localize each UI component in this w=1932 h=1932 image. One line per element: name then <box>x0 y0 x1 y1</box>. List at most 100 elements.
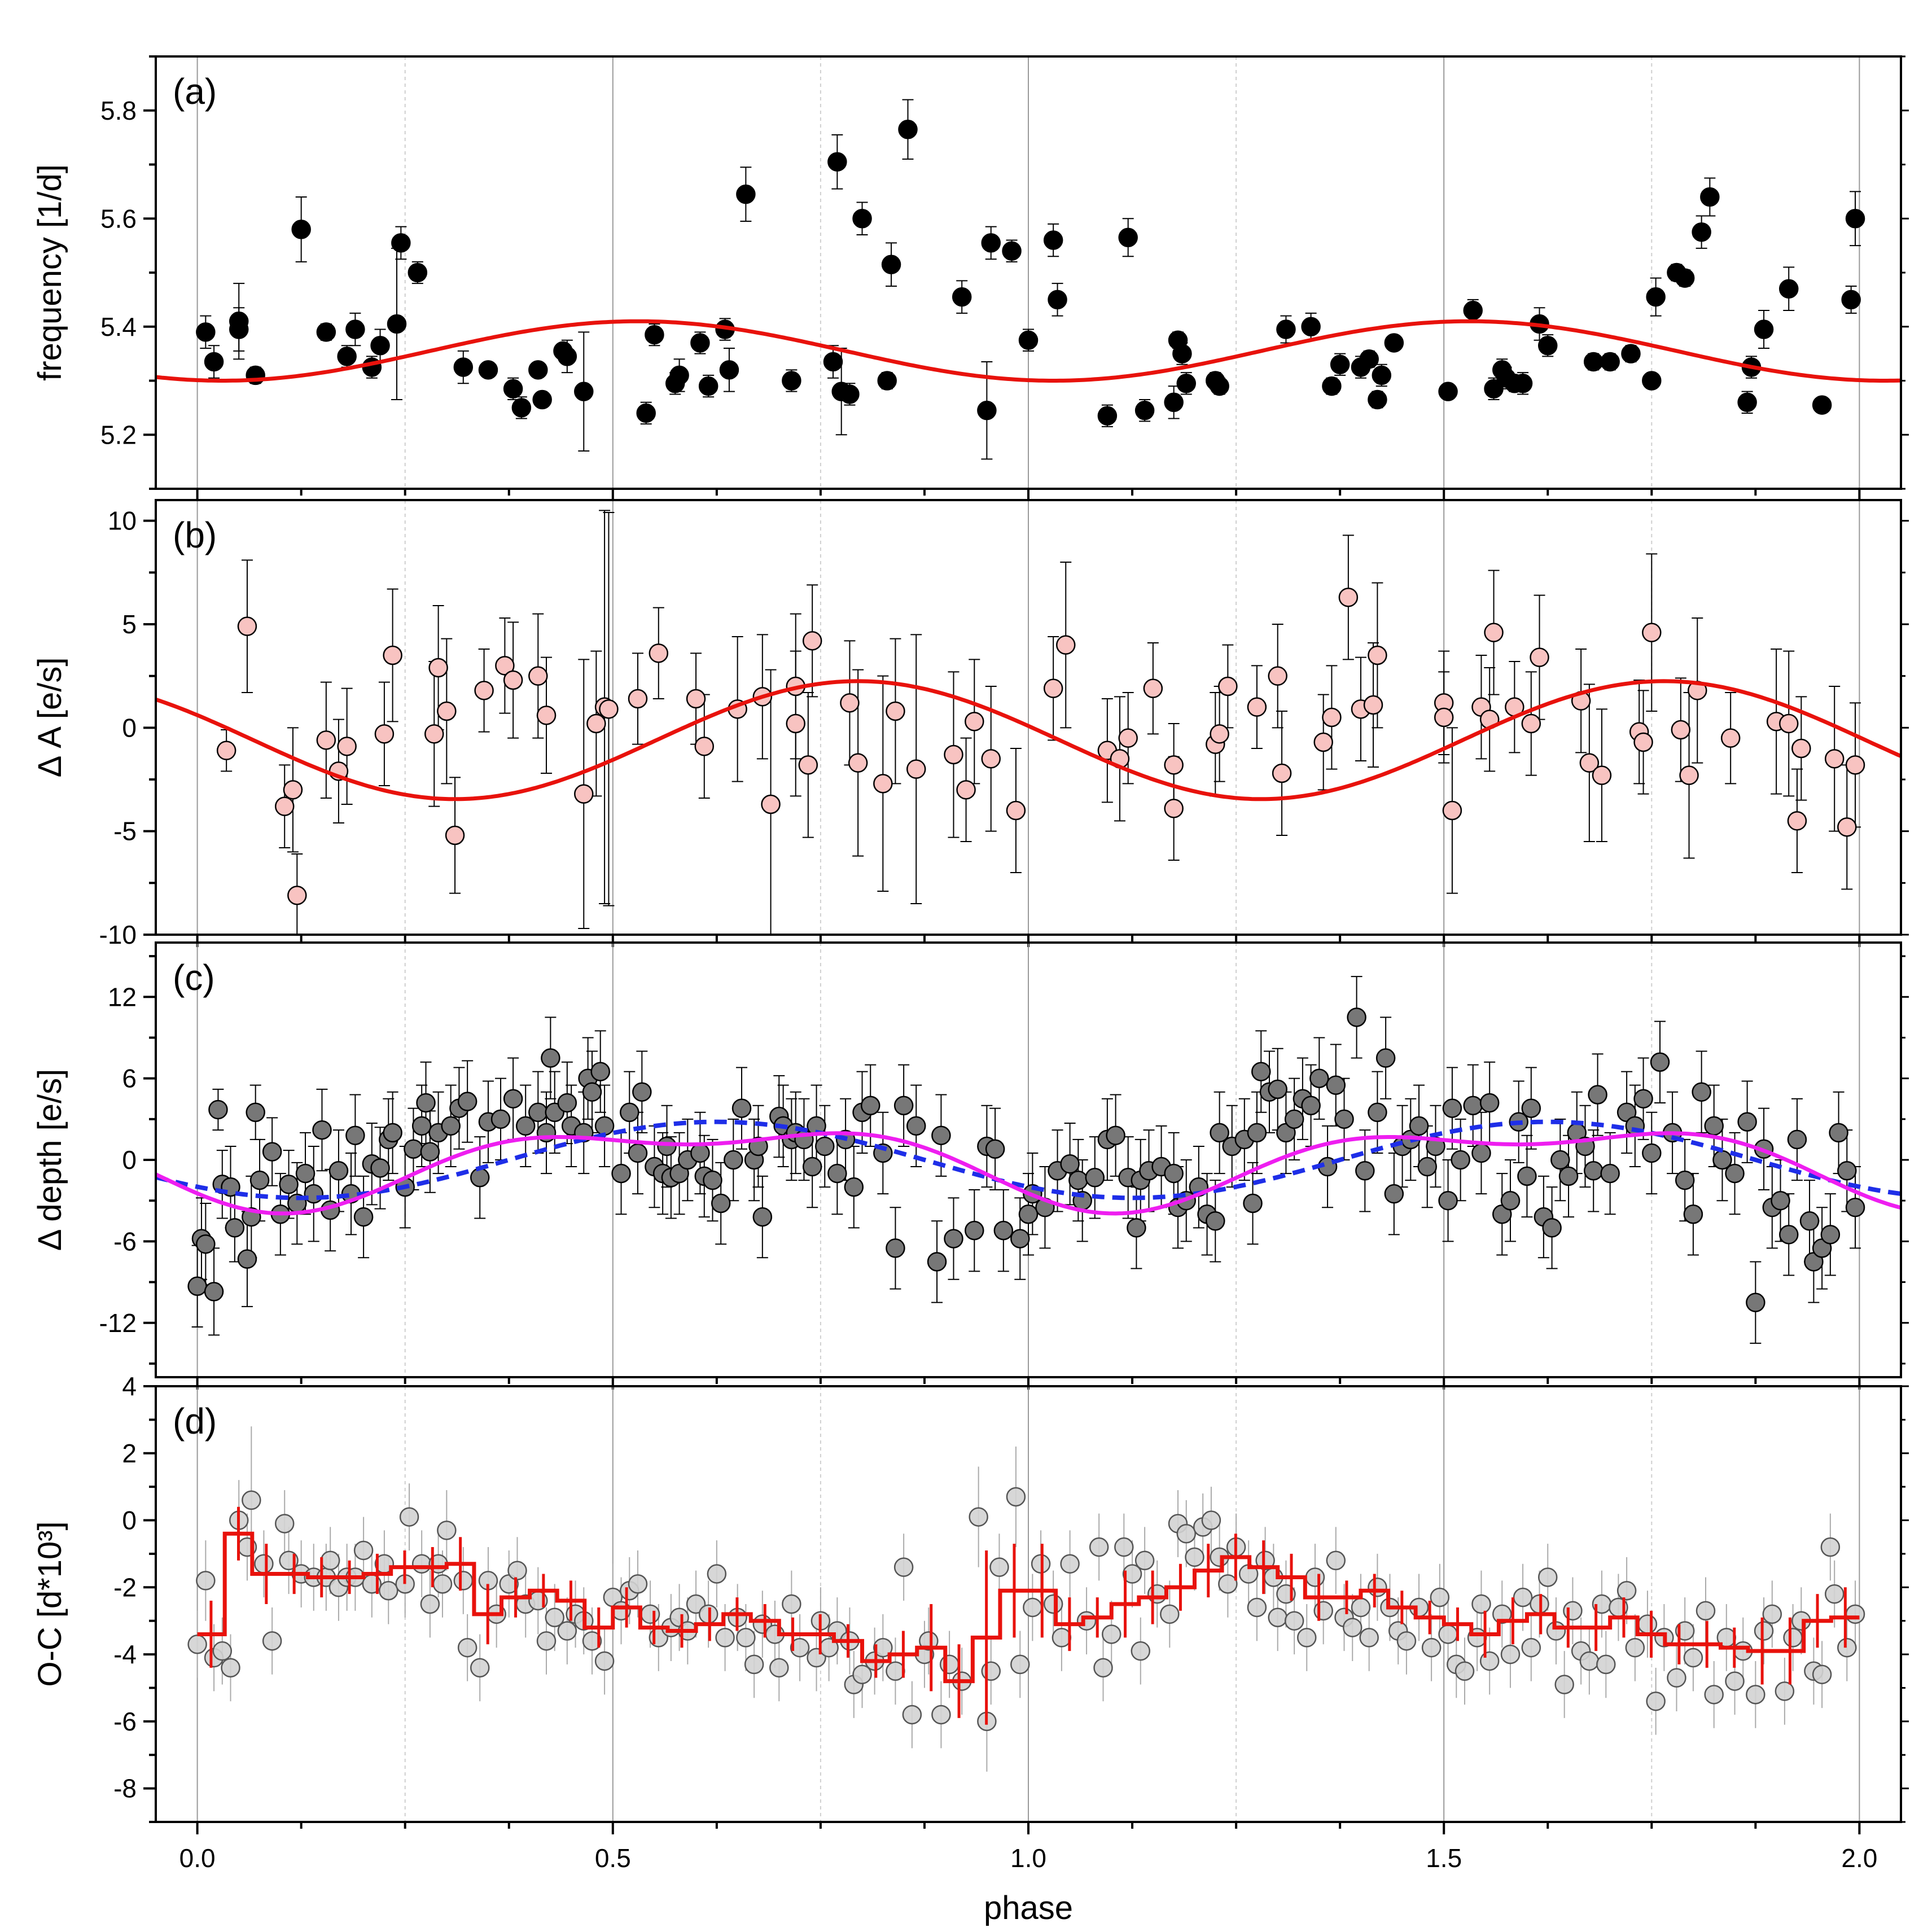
data-point <box>1172 344 1192 363</box>
data-point <box>1068 1170 1088 1190</box>
data-point <box>320 1550 340 1571</box>
data-point <box>719 360 739 380</box>
data-point <box>1837 1161 1857 1181</box>
data-point <box>1824 749 1845 769</box>
data-point <box>1521 1637 1541 1658</box>
data-point <box>965 712 984 731</box>
data-point <box>1023 1597 1042 1618</box>
y-axis-title: frequency [1/d] <box>32 164 68 381</box>
data-point <box>1642 623 1662 642</box>
data-point <box>1675 268 1695 288</box>
x-tick-label: 2.0 <box>1841 1843 1877 1873</box>
data-point <box>1542 1218 1562 1238</box>
data-point <box>411 1116 432 1136</box>
data-point <box>1442 1098 1462 1118</box>
y-tick-label: -10 <box>99 920 137 949</box>
data-point <box>823 352 843 372</box>
data-point <box>1588 1085 1607 1105</box>
data-point <box>1043 230 1063 250</box>
data-point <box>1010 1229 1030 1248</box>
data-point <box>1845 1604 1865 1624</box>
data-point <box>956 780 976 800</box>
data-point <box>1438 1624 1458 1644</box>
y-axis-title: O-C [d*10³] <box>32 1521 68 1686</box>
data-point <box>387 314 407 334</box>
data-point <box>1579 753 1600 773</box>
data-point <box>242 1490 261 1510</box>
data-point <box>1368 1102 1387 1123</box>
data-point <box>536 1631 557 1651</box>
data-point <box>1368 645 1387 665</box>
data-point <box>1101 1624 1121 1644</box>
data-point <box>802 631 822 651</box>
data-point <box>1812 1664 1832 1684</box>
panel-2: -10 -5 0 5 10 (b) Δ A [e/s] <box>32 499 1909 949</box>
data-point <box>1471 1143 1491 1163</box>
data-point <box>1754 319 1774 339</box>
data-point <box>1134 400 1155 420</box>
data-point <box>827 1163 847 1184</box>
data-point <box>536 706 557 725</box>
data-point <box>1683 1204 1703 1224</box>
data-point <box>860 1096 880 1115</box>
y-tick-label: -8 <box>113 1774 137 1803</box>
data-point <box>249 1170 270 1190</box>
data-point <box>1375 1048 1396 1068</box>
data-point <box>316 730 336 750</box>
data-point <box>287 886 307 905</box>
x-tick-label: 1.5 <box>1426 1843 1462 1873</box>
data-point <box>594 1651 615 1671</box>
x-tick-label: 0.5 <box>595 1843 631 1873</box>
data-point <box>939 1654 960 1675</box>
plot-area <box>156 976 1901 1344</box>
binned-step-line <box>197 1531 1860 1684</box>
data-point <box>736 1628 756 1648</box>
data-point <box>1164 755 1184 775</box>
data-point <box>981 233 1001 253</box>
y-tick-label: 0 <box>122 1506 137 1535</box>
data-point <box>1355 1161 1375 1181</box>
y-tick-label: -6 <box>113 1226 137 1256</box>
data-point <box>1052 1628 1072 1648</box>
data-point <box>503 1089 523 1109</box>
data-point <box>1463 1096 1483 1115</box>
data-point <box>1455 1661 1475 1681</box>
data-point <box>1313 1601 1333 1621</box>
data-point <box>1696 1601 1716 1621</box>
data-point <box>1089 1537 1109 1557</box>
data-point <box>1837 817 1857 837</box>
panel-label: (c) <box>173 957 215 998</box>
data-point <box>1692 1082 1711 1102</box>
data-point <box>237 1249 257 1269</box>
data-point <box>886 1238 905 1258</box>
data-point <box>1060 1154 1080 1174</box>
data-point <box>503 670 523 690</box>
data-point <box>1368 1578 1387 1597</box>
data-point <box>582 1631 602 1651</box>
data-point <box>645 325 664 345</box>
data-point <box>1642 371 1662 391</box>
data-point <box>1276 319 1296 339</box>
data-point <box>1334 1109 1354 1129</box>
data-point <box>1218 676 1238 696</box>
data-point <box>1778 713 1799 734</box>
y-tick-label: 0 <box>122 713 137 742</box>
data-point <box>545 1607 564 1628</box>
data-point <box>1837 1637 1857 1658</box>
data-point <box>715 1628 735 1648</box>
data-point <box>906 759 926 779</box>
data-point <box>515 1116 536 1136</box>
y-tick-label: 5.4 <box>100 312 137 341</box>
data-point <box>1799 1211 1820 1231</box>
data-point <box>399 1507 419 1527</box>
data-point <box>374 724 395 744</box>
x-axis-title: phase <box>984 1890 1073 1926</box>
data-point <box>944 1229 963 1248</box>
data-point <box>420 1142 440 1162</box>
data-point <box>1829 1123 1848 1143</box>
data-point <box>541 1048 560 1068</box>
data-point <box>1845 755 1865 775</box>
data-point <box>1513 374 1533 393</box>
data-point <box>815 1136 835 1156</box>
